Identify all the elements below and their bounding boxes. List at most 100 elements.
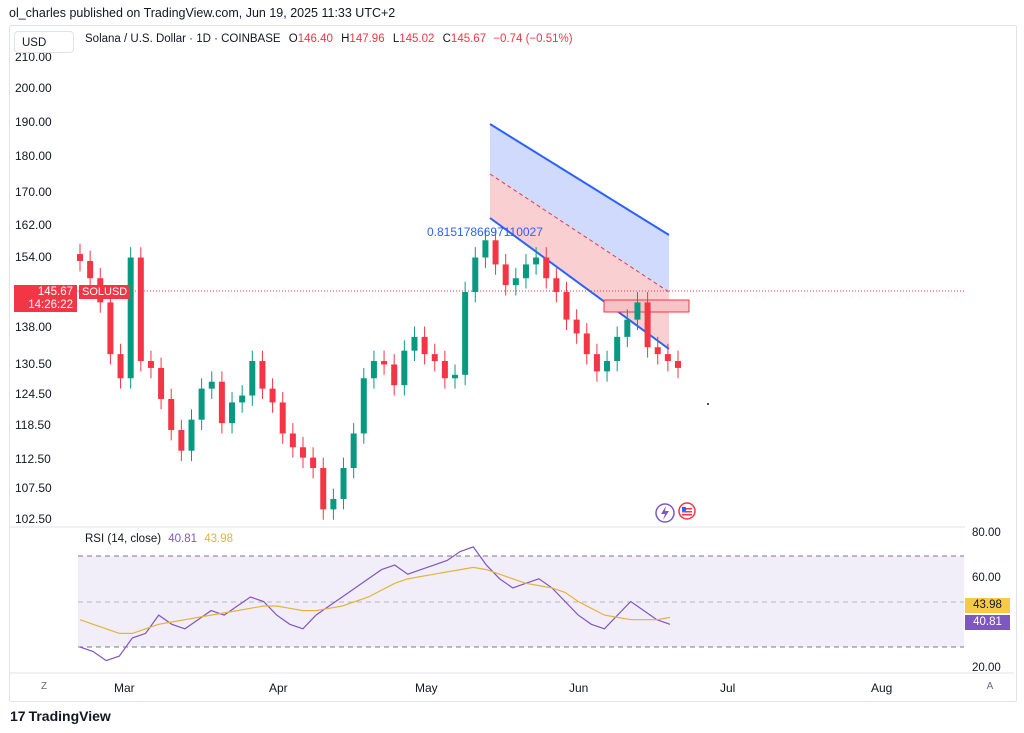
tv-mark-icon: 17 — [10, 708, 26, 724]
high-key: H — [341, 33, 350, 45]
rsi-value-tag: 40.81 — [965, 615, 1010, 630]
symbol-legend: Solana / U.S. Dollar · 1D · COINBASE O14… — [85, 33, 573, 45]
candle-body — [229, 402, 236, 424]
candle-body — [340, 467, 347, 500]
time-tick: Apr — [269, 681, 288, 695]
candle-body — [624, 319, 631, 337]
candle-body — [593, 354, 600, 372]
rsi-value: 40.81 — [168, 533, 198, 545]
candle-body — [218, 381, 225, 424]
candle-body — [188, 419, 195, 451]
candle-body — [543, 257, 550, 279]
channel-top-line — [489, 123, 670, 236]
price-tick: 107.50 — [15, 481, 52, 495]
candle-body — [472, 257, 479, 293]
rsi-title[interactable]: RSI (14, close) — [85, 533, 162, 545]
channel-mid-line — [489, 173, 670, 293]
symbol-tag: SOLUSD — [79, 285, 131, 299]
currency-button[interactable]: USD — [14, 31, 74, 53]
close-value: 145.67 — [450, 33, 487, 45]
price-tick: 180.00 — [15, 149, 52, 163]
candle-body — [401, 350, 408, 386]
time-tick: Mar — [114, 681, 135, 695]
low-value: 145.02 — [399, 33, 435, 45]
rsi-level-label: 20.00 — [972, 662, 1001, 674]
candle-body — [360, 378, 367, 434]
auto-scale-button[interactable]: A — [986, 681, 994, 692]
candle-body — [583, 333, 590, 355]
candle-body — [168, 398, 175, 431]
tradingview-logo[interactable]: 17 TradingView — [10, 708, 111, 724]
channel-ratio-label: 0.8151786697110027 — [427, 225, 543, 239]
candle-body — [127, 257, 134, 379]
price-tick: 210.00 — [15, 50, 52, 64]
candle-body — [330, 499, 337, 510]
candle-body — [634, 302, 641, 320]
time-tick: May — [415, 681, 438, 695]
candle-body — [259, 361, 266, 389]
time-tick: Jul — [720, 681, 736, 695]
price-tick: 102.50 — [15, 512, 52, 526]
candle-body — [502, 264, 509, 286]
candle-body — [279, 402, 286, 434]
candle-body — [675, 361, 681, 368]
change-value: −0.74 (−0.51%) — [493, 33, 573, 45]
current-price-box: 145.67 14:26:22 — [14, 285, 77, 312]
candle-body — [381, 361, 388, 365]
candle-body — [117, 354, 124, 379]
candle-body — [299, 447, 306, 458]
rsi-level-label: 60.00 — [972, 572, 1001, 584]
candle-body — [614, 336, 621, 362]
zoom-button[interactable]: Z — [40, 681, 48, 692]
candle-body — [522, 264, 529, 279]
candle-body — [462, 292, 469, 375]
time-tick: Jun — [569, 681, 589, 695]
stray-dot — [707, 403, 709, 405]
candle-body — [77, 254, 83, 261]
open-key: O — [288, 33, 298, 45]
event-icons — [655, 502, 699, 529]
candle-body — [208, 381, 215, 389]
price-tick: 154.00 — [15, 250, 52, 264]
candle-body — [137, 257, 144, 362]
chart-frame — [9, 25, 1017, 702]
candle-body — [198, 388, 205, 420]
candle-body — [482, 240, 489, 258]
candle-body — [158, 367, 165, 399]
channel-bottom-line — [489, 217, 670, 350]
candle-body — [604, 361, 611, 372]
candle-body — [289, 433, 296, 448]
rsi-level-label: 80.00 — [972, 527, 1001, 539]
candle-body — [421, 336, 428, 355]
current-price-value: 145.67 — [37, 286, 73, 298]
candle-body — [664, 354, 671, 362]
symbol-title[interactable]: Solana / U.S. Dollar · 1D · COINBASE — [85, 33, 281, 45]
channel-upper-fill — [490, 124, 669, 292]
candle-body — [269, 388, 276, 403]
time-tick: Aug — [871, 681, 893, 695]
price-tick: 138.00 — [15, 320, 52, 334]
candle-body — [441, 361, 448, 379]
candle-body — [563, 292, 570, 320]
price-tick: 118.50 — [15, 418, 51, 432]
candle-body — [320, 467, 327, 510]
candle-body — [147, 361, 154, 368]
price-tick: 130.50 — [15, 357, 52, 371]
candle-body — [553, 278, 560, 293]
candles-group — [77, 229, 681, 520]
candle-body — [512, 278, 519, 286]
published-header: ol_charles published on TradingView.com,… — [9, 6, 396, 20]
candle-body — [87, 260, 94, 279]
open-value: 146.40 — [297, 33, 333, 45]
price-tick: 124.50 — [15, 387, 52, 401]
candle-body — [239, 395, 246, 403]
close-key: C — [442, 33, 451, 45]
rsi-ma-tag: 43.98 — [965, 598, 1010, 613]
candle-body — [411, 336, 418, 351]
candle-body — [310, 457, 317, 468]
price-tick: 112.50 — [15, 452, 51, 466]
candle-body — [249, 361, 256, 396]
rsi-ma-value: 43.98 — [204, 533, 234, 545]
candle-body — [533, 257, 540, 265]
